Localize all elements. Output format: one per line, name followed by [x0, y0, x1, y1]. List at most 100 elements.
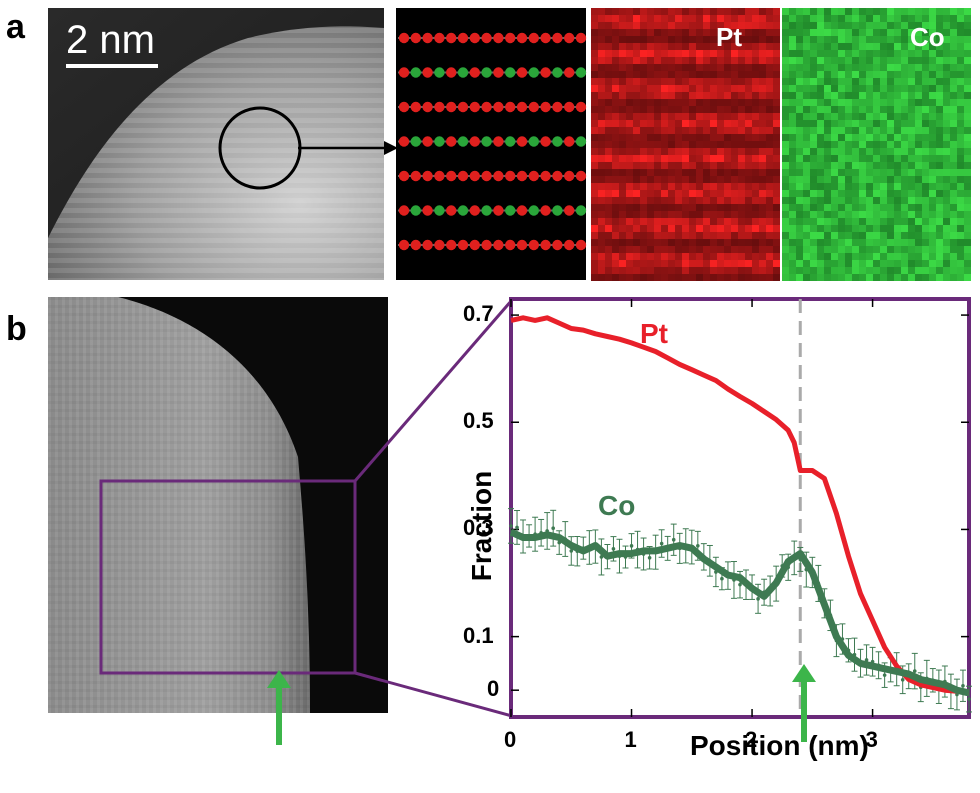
atom-pt [575, 170, 587, 182]
atom-co [481, 136, 492, 147]
atom-pt [575, 239, 587, 251]
atom-pt [516, 205, 528, 216]
co-point [756, 597, 760, 601]
haadf-image-a [48, 8, 384, 281]
atom-pt [564, 239, 575, 251]
pt-map-label: Pt [716, 22, 742, 52]
atom-pt [493, 101, 504, 113]
atom-co [552, 67, 563, 78]
co-map [782, 8, 971, 281]
atom-pt [422, 136, 433, 147]
atom-pt [540, 32, 551, 44]
atom-pt [540, 239, 551, 251]
x-axis-title: Position (nm) [690, 730, 869, 761]
atom-pt [528, 239, 539, 251]
atom-co [528, 205, 539, 216]
atom-co [552, 136, 563, 147]
atom-co [434, 136, 445, 147]
series-label-pt: Pt [640, 318, 668, 349]
series-line-co [509, 528, 970, 697]
atom-pt [516, 32, 528, 44]
co-point [912, 669, 917, 673]
atom-pt [410, 101, 421, 113]
atom-pt [516, 136, 528, 147]
zoom-box [99, 479, 357, 675]
series-label-co: Co [598, 490, 636, 521]
atom-pt [481, 101, 492, 113]
atom-pt [434, 101, 445, 113]
atom-co [528, 67, 539, 78]
co-point [864, 658, 869, 662]
fraction-chart [508, 297, 972, 719]
atom-pt [493, 170, 504, 182]
atom-pt [564, 67, 575, 78]
atom-co [575, 205, 587, 216]
atom-co [505, 136, 516, 147]
atom-pt [564, 101, 575, 113]
atom-pt [493, 67, 504, 78]
atom-co [434, 67, 445, 78]
co-point [671, 537, 676, 542]
atom-co [528, 136, 539, 147]
atom-pt [564, 136, 575, 147]
co-point [611, 547, 616, 551]
atom-pt [493, 205, 504, 216]
atom-pt [469, 239, 480, 251]
atom-pt [469, 136, 480, 147]
atom-pt [516, 239, 528, 251]
x-tick-label-0: 0 [504, 727, 517, 752]
atom-pt [564, 32, 575, 44]
co-point [961, 683, 965, 688]
co-point [900, 677, 905, 682]
atom-pt [505, 101, 516, 113]
co-point [967, 697, 971, 701]
atom-pt [446, 32, 457, 44]
atom-pt [540, 67, 551, 78]
atom-pt [493, 239, 504, 251]
x-tick-label-1: 1 [624, 727, 637, 752]
scale-bar-label: 2 nm [66, 18, 155, 62]
pt-map [591, 8, 780, 281]
co-point [647, 555, 652, 560]
atom-pt [481, 32, 492, 44]
atom-pt [422, 32, 433, 44]
atom-pt [469, 32, 480, 44]
co-point [629, 544, 634, 548]
co-point [738, 582, 742, 587]
green-arrow-left [267, 670, 291, 745]
atom-pt [564, 170, 575, 182]
chart-frame [509, 297, 971, 719]
panel-label-b: b [6, 310, 27, 348]
atom-pt [398, 170, 410, 182]
atom-pt [422, 170, 433, 182]
atom-pt [446, 101, 457, 113]
atomic-model [396, 8, 587, 280]
atom-pt [422, 205, 433, 216]
series-line-pt [510, 315, 970, 695]
co-point [551, 526, 555, 531]
atom-pt [469, 170, 480, 182]
atom-pt [410, 170, 421, 182]
atom-pt [398, 101, 410, 113]
atom-pt [516, 67, 528, 78]
atom-pt [528, 101, 539, 113]
atom-co [552, 205, 563, 216]
atom-pt [422, 101, 433, 113]
atom-pt [446, 170, 457, 182]
atom-pt [398, 205, 410, 216]
atom-co [481, 67, 492, 78]
arrow-to-model [298, 141, 398, 155]
atom-pt [540, 101, 551, 113]
atom-pt [528, 32, 539, 44]
atom-co [410, 136, 421, 147]
atom-co [457, 67, 469, 78]
atom-pt [446, 67, 457, 78]
atom-pt [575, 101, 587, 113]
atom-pt [552, 101, 563, 113]
haadf-image-b [48, 297, 388, 713]
atom-pt [481, 170, 492, 182]
atom-pt [469, 205, 480, 216]
atom-pt [505, 32, 516, 44]
co-point [569, 549, 574, 553]
